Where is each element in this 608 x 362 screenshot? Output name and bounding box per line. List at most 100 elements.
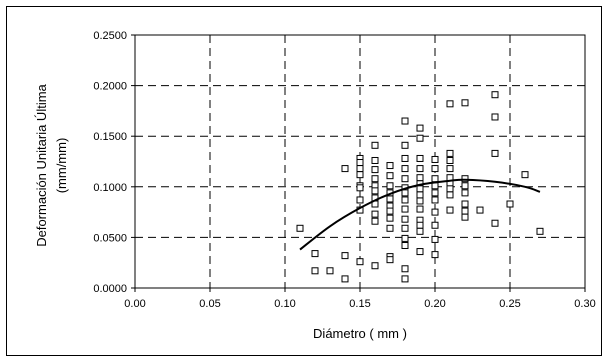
data-point	[371, 210, 379, 218]
data-point	[401, 224, 409, 232]
data-point	[446, 149, 454, 157]
y-axis-label: Deformación Unitaria Última (mm/mm)	[34, 83, 69, 246]
data-point	[506, 200, 514, 208]
data-point	[401, 175, 409, 183]
data-point	[431, 196, 439, 204]
data-point	[461, 213, 469, 221]
x-tick-label: 0.05	[199, 298, 220, 310]
data-point	[356, 258, 364, 266]
y-tick-label: 0.1500	[93, 131, 127, 143]
data-point	[416, 197, 424, 205]
data-point	[416, 191, 424, 199]
data-point	[386, 214, 394, 222]
data-point	[371, 262, 379, 270]
x-axis-ticks: 0.00 0.05 0.10 0.15 0.20 0.25 0.30	[124, 288, 596, 310]
x-tick-label: 0.10	[274, 298, 295, 310]
y-tick-label: 0.2500	[93, 30, 127, 42]
data-point	[521, 171, 529, 179]
x-tick-label: 0.30	[574, 298, 595, 310]
data-point	[431, 221, 439, 229]
chart-frame	[6, 6, 602, 356]
data-point	[386, 224, 394, 232]
y-tick-label: 0.0000	[93, 283, 127, 295]
x-tick-label: 0.20	[424, 298, 445, 310]
data-point	[431, 189, 439, 197]
data-point	[356, 171, 364, 179]
data-point	[401, 189, 409, 197]
data-point	[401, 196, 409, 204]
data-point	[401, 117, 409, 125]
data-point	[431, 165, 439, 173]
data-point	[371, 141, 379, 149]
data-point	[491, 219, 499, 227]
data-point	[416, 221, 424, 229]
data-point	[446, 165, 454, 173]
y-axis-label-line1: Deformación Unitaria Última	[34, 83, 49, 246]
data-point	[461, 207, 469, 215]
data-point	[311, 267, 319, 275]
data-point	[401, 265, 409, 273]
data-point	[341, 275, 349, 283]
data-point	[371, 166, 379, 174]
data-point	[416, 185, 424, 193]
data-point	[386, 256, 394, 264]
data-point	[446, 191, 454, 199]
data-point	[446, 156, 454, 164]
data-point	[401, 205, 409, 213]
data-point	[431, 208, 439, 216]
data-point	[416, 174, 424, 182]
data-point	[431, 182, 439, 190]
data-point	[461, 189, 469, 197]
data-point	[311, 250, 319, 258]
data-point	[446, 185, 454, 193]
data-point	[416, 227, 424, 235]
y-tick-label: 0.0500	[93, 232, 127, 244]
data-point	[461, 182, 469, 190]
data-point	[491, 113, 499, 121]
trendline	[299, 178, 541, 251]
data-point	[416, 248, 424, 256]
y-tick-label: 0.2000	[93, 81, 127, 93]
data-point	[491, 91, 499, 99]
data-point	[371, 187, 379, 195]
data-point	[431, 175, 439, 183]
y-axis-ticks: 0.0000 0.0500 0.1000 0.1500 0.2000 0.2500	[93, 30, 135, 295]
x-axis-label: Diámetro ( mm )	[313, 326, 407, 341]
data-point	[341, 252, 349, 260]
x-tick-label: 0.15	[349, 298, 370, 310]
data-point	[371, 175, 379, 183]
data-point	[386, 172, 394, 180]
data-point	[356, 196, 364, 204]
data-point	[416, 134, 424, 142]
data-point	[356, 165, 364, 173]
data-point	[401, 275, 409, 283]
data-point	[386, 162, 394, 170]
data-point	[416, 124, 424, 132]
data-point	[401, 154, 409, 162]
data-points	[296, 91, 544, 283]
data-point	[386, 195, 394, 203]
data-point	[401, 241, 409, 249]
data-point	[416, 165, 424, 173]
data-point	[326, 267, 334, 275]
data-point	[431, 235, 439, 243]
data-point	[476, 206, 484, 214]
data-point	[401, 215, 409, 223]
data-point	[371, 217, 379, 225]
x-tick-label: 0.25	[499, 298, 520, 310]
data-point	[341, 165, 349, 173]
data-point	[296, 224, 304, 232]
data-point	[431, 251, 439, 259]
data-point	[386, 207, 394, 215]
data-point	[401, 165, 409, 173]
data-point	[431, 155, 439, 163]
y-axis-label-line2: (mm/mm)	[54, 138, 69, 194]
data-point	[536, 227, 544, 235]
data-point	[461, 200, 469, 208]
data-point	[401, 234, 409, 242]
data-point	[446, 100, 454, 108]
data-point	[416, 154, 424, 162]
data-point	[446, 206, 454, 214]
data-point	[356, 159, 364, 167]
data-point	[371, 156, 379, 164]
